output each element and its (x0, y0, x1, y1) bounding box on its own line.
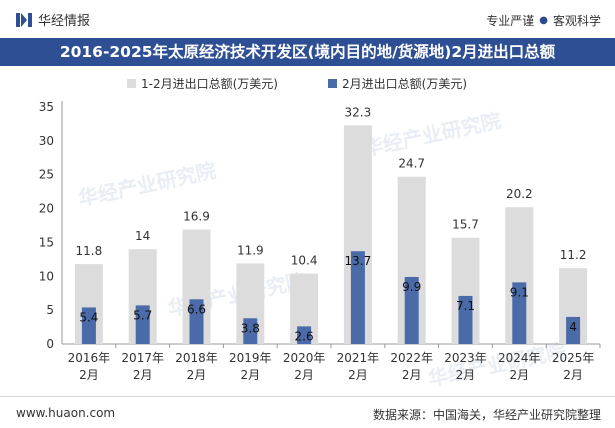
x-tick-label-month: 2月 (240, 368, 260, 382)
x-tick-label-month: 2月 (294, 368, 314, 382)
bar-series2 (135, 305, 150, 344)
bar-series2 (512, 282, 527, 344)
legend-swatch-2 (328, 79, 337, 88)
x-tick-label-year: 2018年 (175, 351, 218, 365)
y-tick-label: 0 (46, 337, 54, 351)
x-tick-label-month: 2月 (348, 368, 368, 382)
watermark-text: 华经产业研究院 (76, 158, 218, 211)
data-label-series2: 9.1 (510, 285, 529, 299)
x-tick-label-year: 2017年 (121, 351, 164, 365)
data-label-series2: 5.4 (79, 310, 98, 324)
data-label-series1: 24.7 (398, 157, 425, 171)
x-tick-label-year: 2021年 (337, 351, 380, 365)
x-tick-label-year: 2016年 (68, 351, 111, 365)
x-tick-label-month: 2月 (133, 368, 153, 382)
footer: www.huaon.com 数据来源：中国海关，华经产业研究院整理 (0, 396, 615, 428)
bar-series2 (458, 295, 473, 344)
data-label-series2: 5.7 (133, 308, 152, 322)
data-label-series1: 11.2 (560, 248, 587, 262)
bar-series2 (297, 326, 312, 344)
data-label-series2: 7.1 (456, 299, 475, 313)
x-tick-label-month: 2月 (79, 368, 99, 382)
x-tick-label-month: 2月 (456, 368, 476, 382)
footer-website[interactable]: www.huaon.com (16, 406, 116, 420)
tagline: 专业严谨 ● 客观科学 (486, 12, 601, 29)
y-tick-label: 5 (46, 303, 54, 317)
data-label-series1: 10.4 (291, 254, 318, 268)
x-tick-label-year: 2019年 (229, 351, 272, 365)
data-label-series2: 13.7 (345, 254, 372, 268)
x-tick-label-year: 2025年 (552, 351, 595, 365)
bar-series2 (189, 299, 204, 344)
bar-series2 (350, 251, 365, 344)
bar-series2 (404, 276, 419, 344)
data-label-series2: 4 (569, 320, 577, 334)
bar-series2 (243, 318, 258, 344)
data-label-series1: 20.2 (506, 187, 533, 201)
tagline-left: 专业严谨 (486, 14, 535, 28)
x-tick-label-year: 2020年 (283, 351, 326, 365)
y-tick-label: 20 (39, 202, 54, 216)
bar-series2 (81, 307, 96, 344)
y-tick-label: 25 (39, 168, 54, 182)
top-bar: 华经情报 专业严谨 ● 客观科学 (0, 0, 615, 38)
data-label-series1: 16.9 (183, 210, 210, 224)
data-label-series1: 14 (135, 229, 150, 243)
chart-title: 2016-2025年太原经济技术开发区(境内目的地/货源地)2月进出口总额 (0, 38, 615, 66)
x-tick-label-month: 2月 (509, 368, 529, 382)
chart: 华经产业研究院华经产业研究院华经产业研究院华经产业研究院1-2月进出口总额(万美… (39, 77, 601, 391)
tagline-right: 客观科学 (552, 14, 601, 28)
watermark-text: 华经产业研究院 (361, 108, 503, 161)
y-tick-label: 35 (39, 100, 54, 114)
data-label-series1: 11.8 (76, 244, 103, 258)
x-tick-label-month: 2月 (563, 368, 583, 382)
data-label-series2: 6.6 (187, 302, 206, 316)
data-label-series1: 15.7 (452, 218, 479, 232)
bar-series2 (566, 316, 581, 344)
data-label-series1: 11.9 (237, 243, 264, 257)
data-label-series2: 3.8 (241, 321, 260, 335)
data-label-series2: 2.6 (295, 329, 314, 343)
y-tick-label: 30 (39, 134, 54, 148)
legend-swatch-1 (127, 79, 136, 88)
brand-name: 华经情报 (38, 14, 91, 29)
data-label-series1: 32.3 (345, 105, 372, 119)
bullet-icon: ● (539, 15, 548, 26)
x-tick-label-year: 2023年 (444, 351, 487, 365)
x-tick-label-year: 2022年 (390, 351, 433, 365)
legend-label-1: 1-2月进出口总额(万美元) (141, 77, 278, 91)
legend-label-2: 2月进出口总额(万美元) (342, 77, 467, 91)
y-tick-label: 10 (39, 269, 54, 283)
brand-logo-icon (16, 12, 32, 27)
x-tick-label-year: 2024年 (498, 351, 541, 365)
x-tick-label-month: 2月 (187, 368, 207, 382)
data-label-series2: 9.9 (402, 280, 421, 294)
footer-source: 数据来源：中国海关，华经产业研究院整理 (372, 408, 601, 422)
brand: 华经情报 (16, 10, 90, 29)
y-tick-label: 15 (39, 235, 54, 249)
x-tick-label-month: 2月 (402, 368, 422, 382)
